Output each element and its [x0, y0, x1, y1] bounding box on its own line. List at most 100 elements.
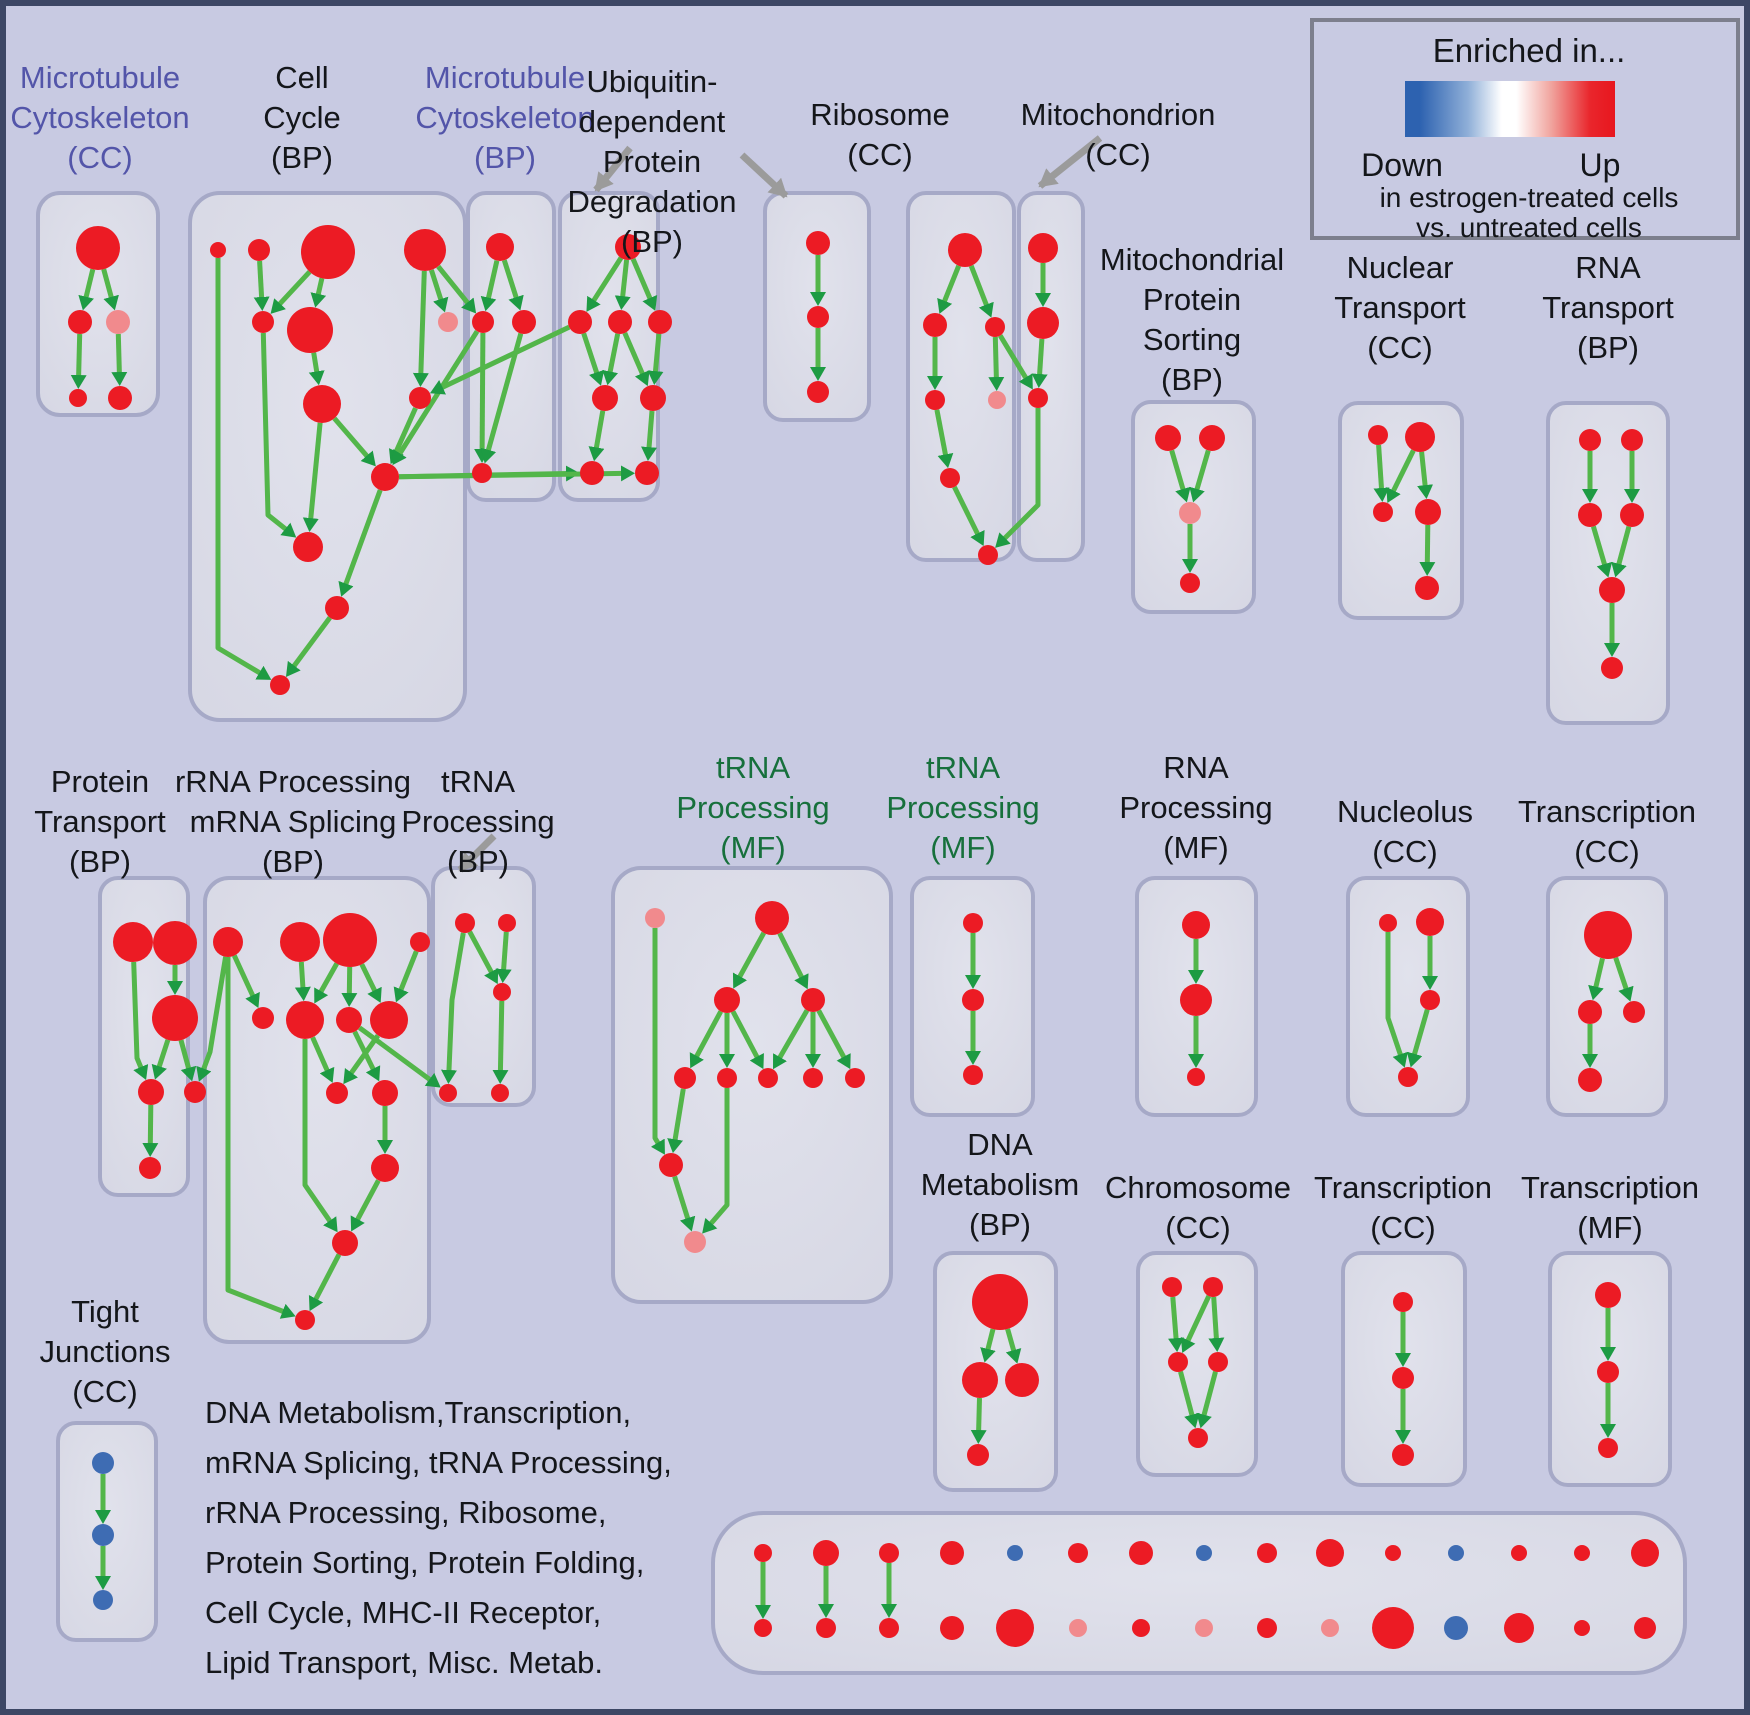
edge-arrow: [436, 264, 477, 314]
go-node-nucleolus-0: [1379, 914, 1397, 932]
go-node-summary-21: [1372, 1607, 1414, 1649]
edge-arrow: [602, 333, 621, 386]
summary-note-line: DNA Metabolism,Transcription,: [205, 1395, 632, 1430]
go-node-mitochondrion-2: [1028, 388, 1048, 408]
edge-arrow: [937, 264, 962, 314]
go-node-cell-cycle-11: [325, 596, 349, 620]
summary-note-line: Cell Cycle, MHC-II Receptor,: [205, 1595, 602, 1630]
edge-arrow: [308, 352, 325, 386]
edge-arrow: [358, 1025, 441, 1088]
edge-arrow: [70, 333, 87, 389]
pointer-arrow: [593, 145, 633, 193]
go-node-nuclear-transport-2: [1373, 502, 1393, 522]
edge-arrow: [1373, 444, 1390, 502]
pointers-layer: [457, 135, 1103, 873]
go-node-rrna-8: [326, 1082, 348, 1104]
edge-arrow: [467, 930, 499, 985]
edge-arrow: [492, 1000, 509, 1084]
go-node-ubiquitin-10: [807, 381, 829, 403]
summary-note-line: Protein Sorting, Protein Folding,: [205, 1545, 645, 1580]
legend-title: Enriched in...: [1432, 32, 1626, 69]
go-node-rrna-11: [332, 1230, 358, 1256]
go-node-summary-12: [1129, 1541, 1153, 1565]
go-node-summary-27: [1574, 1620, 1590, 1636]
edge-arrow: [302, 1039, 338, 1233]
go-node-microtubule-cc-1: [68, 310, 92, 334]
go-node-protein-transport-1: [153, 921, 197, 965]
edge-arrow: [732, 931, 766, 989]
edge-arrow: [995, 408, 1041, 548]
edge-arrow: [773, 1009, 810, 1070]
go-node-cell-cycle-8: [409, 387, 431, 409]
go-node-ribosome-0: [948, 233, 982, 267]
edge-arrow: [1419, 524, 1436, 576]
go-node-microtubule-cc-4: [108, 386, 132, 410]
go-node-rna-processing-mf-1: [1180, 984, 1212, 1016]
go-node-rrna-1: [280, 922, 320, 962]
go-node-summary-10: [1068, 1543, 1088, 1563]
go-node-cell-cycle-0: [210, 242, 226, 258]
go-node-summary-13: [1132, 1619, 1150, 1637]
group-box-microtubule-cc: [36, 191, 160, 417]
go-node-summary-4: [879, 1543, 899, 1563]
edge-arrow: [641, 410, 658, 462]
edge-arrow: [1613, 956, 1634, 1002]
edge-arrow: [614, 259, 631, 311]
go-node-rna-processing-mf-0: [1182, 911, 1210, 939]
edge-arrow: [131, 961, 149, 1080]
edge-arrow: [622, 332, 650, 387]
edge-arrow: [474, 332, 491, 463]
edge-arrow: [352, 1030, 381, 1082]
edge-arrow: [142, 1104, 159, 1157]
edge-arrow: [1406, 1008, 1430, 1068]
go-node-trna-mf-1-10: [684, 1231, 706, 1253]
edge-arrow: [998, 334, 1033, 390]
go-node-microtubule-cc-2: [106, 310, 130, 334]
summary-note-line: mRNA Splicing, tRNA Processing,: [205, 1445, 672, 1480]
go-node-rna-transport-4: [1599, 577, 1625, 603]
edge-arrow: [1189, 449, 1211, 503]
go-node-trna-mf-2-1: [962, 989, 984, 1011]
go-node-ribosome-4: [988, 391, 1006, 409]
go-node-rrna-3: [410, 932, 430, 952]
go-node-ubiquitin-1: [568, 310, 592, 334]
edge-arrow: [232, 954, 260, 1009]
go-node-transcription-cc-2-0: [1393, 1292, 1413, 1312]
group-box-nuclear-transport: [1338, 401, 1464, 620]
go-node-trna-mf-1-7: [803, 1068, 823, 1088]
edge-arrow: [1417, 451, 1434, 500]
edge-arrow: [1169, 449, 1191, 503]
edge-arrow: [934, 409, 954, 469]
edge-arrow: [308, 1253, 342, 1312]
go-node-rrna-5: [286, 1001, 324, 1039]
go-node-ubiquitin-8: [806, 231, 830, 255]
edge-arrow: [1178, 1371, 1200, 1429]
edge-arrow: [151, 1039, 171, 1080]
go-node-trna-mf-1-5: [717, 1068, 737, 1088]
go-node-microtubule-cc-3: [69, 389, 87, 407]
go-node-dna-metabolism-2: [1005, 1363, 1039, 1397]
go-node-trna-bp-0: [455, 913, 475, 933]
edge-arrow: [777, 932, 809, 990]
go-node-summary-7: [940, 1616, 964, 1640]
group-box-chromosome: [1136, 1251, 1258, 1477]
edge-arrow: [260, 332, 297, 538]
go-node-rna-transport-2: [1578, 503, 1602, 527]
edge-arrow: [581, 332, 605, 386]
edge-arrow: [302, 422, 323, 533]
group-box-summary: [711, 1511, 1687, 1675]
edge-arrow: [314, 962, 339, 1004]
summary-note-line: Lipid Transport, Misc. Metab.: [205, 1645, 603, 1680]
go-node-ubiquitin-5: [640, 385, 666, 411]
go-node-microtubule-bp-2: [512, 310, 536, 334]
edge-arrow: [702, 1088, 730, 1234]
group-box-transcription-cc-1: [1546, 876, 1668, 1117]
go-node-ribosome-5: [940, 468, 960, 488]
go-node-nucleolus-2: [1420, 990, 1440, 1010]
edge-arrow: [952, 485, 985, 547]
edge-arrow: [294, 961, 311, 1002]
edge-arrow: [1611, 525, 1632, 578]
go-node-ubiquitin-2: [608, 310, 632, 334]
